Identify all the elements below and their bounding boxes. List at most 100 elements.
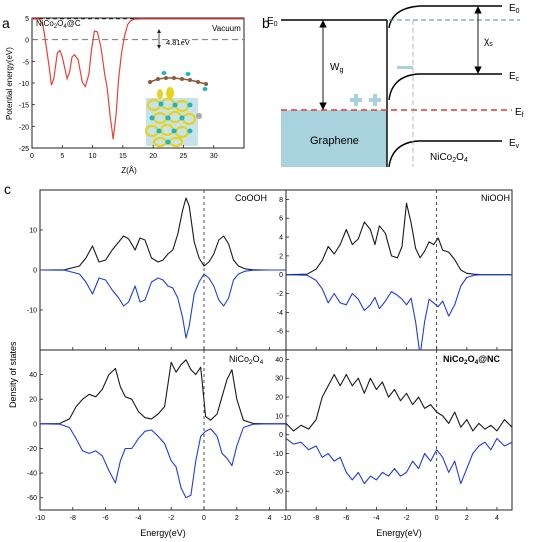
ef-label: Ef xyxy=(515,107,524,119)
panel-label-c: c xyxy=(4,181,11,197)
vacuum-label: Vacuum xyxy=(212,24,241,33)
panel-a-xtick-label: 10 xyxy=(89,153,97,160)
dos-niooh-subplot: 8 6 4 2 0 -2 -4 -6 xyxy=(277,190,512,350)
dos-xtick-label: -4 xyxy=(135,515,141,522)
dos-ytick-label: -60 xyxy=(27,495,37,502)
dos-xtick-label: -8 xyxy=(313,515,319,522)
panel-a-xtick-label: 15 xyxy=(119,153,127,160)
dos-xtick-label: -2 xyxy=(168,515,174,522)
panel-a-ylabel: Potential energy(eV) xyxy=(5,47,14,120)
material-label: NiCo2O4 xyxy=(430,152,468,164)
dos-xtick-label: -2 xyxy=(403,515,409,522)
dos-ytick-label: -2 xyxy=(277,291,283,298)
dos-curve-down xyxy=(286,437,512,485)
dos-curve-down xyxy=(286,274,512,350)
panel-a-ytick-label: -20 xyxy=(19,124,29,131)
dos-ytick-label: 0 xyxy=(33,268,37,275)
dos-xtick-label: 4 xyxy=(495,515,499,522)
dos-curve-down xyxy=(40,423,286,499)
dos-ytick-label: -10 xyxy=(273,451,283,458)
panel-a-xtick-label: 30 xyxy=(210,153,218,160)
dos-ytick-label: 8 xyxy=(279,197,283,204)
dos-ytick-label: 20 xyxy=(275,395,283,402)
dos-ytick-label: 0 xyxy=(33,421,37,428)
dos-ytick-label: 0 xyxy=(279,272,283,279)
dos-ytick-label: -4 xyxy=(277,310,283,317)
panel-a-ytick-label: -15 xyxy=(19,103,29,110)
panel-a-x-ticks: 0 5 10 15 20 25 30 xyxy=(30,145,218,160)
hole-plus-marks xyxy=(350,94,381,106)
dos-ytick-label: 10 xyxy=(275,413,283,420)
panel-a-xtick-label: 20 xyxy=(149,153,157,160)
ec-curve xyxy=(388,73,502,101)
dos-label-nico2o4-nc: NiCo2O4@NC xyxy=(443,354,501,366)
panel-a-ytick-label: 0 xyxy=(25,38,29,45)
dos-ytick-label: 40 xyxy=(29,372,37,379)
ec-label: Ec xyxy=(509,71,520,83)
panel-a-ytick-label: -5 xyxy=(23,59,29,66)
dos-xtick-label: 4 xyxy=(268,515,272,522)
gap-arrow xyxy=(157,29,161,49)
e0-right-curve xyxy=(388,5,502,29)
chi-arrow xyxy=(474,5,482,75)
panel-a-xtick-label: 25 xyxy=(180,153,188,160)
ev-label: Ev xyxy=(509,138,520,150)
wg-arrow xyxy=(319,19,327,111)
dos-xtick-label: 0 xyxy=(202,515,206,522)
panel-a-y-ticks: 5 0 -5 -10 -15 -20 -25 xyxy=(19,16,35,153)
dos-ytick-label: -40 xyxy=(27,471,37,478)
dos-coooh-subplot: -10 0 10 xyxy=(27,190,286,350)
chi-label: χs xyxy=(484,36,493,48)
e0-right-label: E0 xyxy=(509,3,520,15)
panel-label-b: b xyxy=(262,15,270,31)
dos-xtick-label: 2 xyxy=(235,515,239,522)
dos-label-coooh: CoOOH xyxy=(235,193,267,203)
panel-a-xtick-label: 5 xyxy=(60,153,64,160)
dos-xtick-label: -10 xyxy=(281,515,291,522)
dos-xtick-label: 0 xyxy=(435,515,439,522)
e0-left-label: E0 xyxy=(267,16,278,28)
dos-ytick-label: 40 xyxy=(275,357,283,364)
dos-ytick-label: -30 xyxy=(273,489,283,496)
dos-xtick-label: -8 xyxy=(70,515,76,522)
dos-ytick-label: 0 xyxy=(279,432,283,439)
panel-a-xlabel: Z(Å) xyxy=(121,166,137,175)
panel-a-frame xyxy=(31,17,245,149)
structure-inset xyxy=(144,71,208,148)
dos-xlabel-right: Energy(eV) xyxy=(376,528,422,538)
dos-label-niooh: NiOOH xyxy=(481,193,510,203)
panel-a-legend: NiCo2O4@C xyxy=(36,19,81,30)
wg-label: Wg xyxy=(330,62,343,74)
dos-xtick-label: -10 xyxy=(35,515,45,522)
dos-xtick-label: -6 xyxy=(343,515,349,522)
dos-curve-up xyxy=(40,359,286,425)
dos-ytick-label: 6 xyxy=(279,216,283,223)
dos-xtick-label: 2 xyxy=(465,515,469,522)
panel-a-ytick-label: 5 xyxy=(25,16,29,23)
dos-ytick-label: 20 xyxy=(29,397,37,404)
dos-curve-up xyxy=(40,197,286,271)
panel-a-ytick-label: -10 xyxy=(19,81,29,88)
dos-xtick-label: -4 xyxy=(373,515,379,522)
dos-ytick-label: -20 xyxy=(27,446,37,453)
potential-curve xyxy=(32,18,244,140)
dos-ylabel: Density of states xyxy=(8,341,18,408)
panel-a-potential-plot: 50-5-10-15-20-25 0 5 10 15 20 25 30 NiCo2O4@C … xyxy=(5,16,245,175)
graphene-label: Graphene xyxy=(310,135,359,147)
dos-xtick-label: -6 xyxy=(102,515,108,522)
dos-ytick-label: 30 xyxy=(275,376,283,383)
electron-mark xyxy=(397,66,413,69)
dos-xlabel-left: Energy(eV) xyxy=(140,528,186,538)
dos-ytick-label: 4 xyxy=(279,235,283,242)
panel-b-band-diagram: Graphene E0 E0 Wg χs Ec Ef Ev NiCo2O4 xyxy=(267,3,524,168)
dos-ytick-label: -10 xyxy=(27,308,37,315)
dos-ytick-label: 10 xyxy=(29,228,37,235)
gap-label: 4.81eV xyxy=(166,38,190,47)
dos-ytick-label: -20 xyxy=(273,470,283,477)
dos-ytick-label: -6 xyxy=(277,329,283,336)
dos-curve-up xyxy=(286,373,512,432)
